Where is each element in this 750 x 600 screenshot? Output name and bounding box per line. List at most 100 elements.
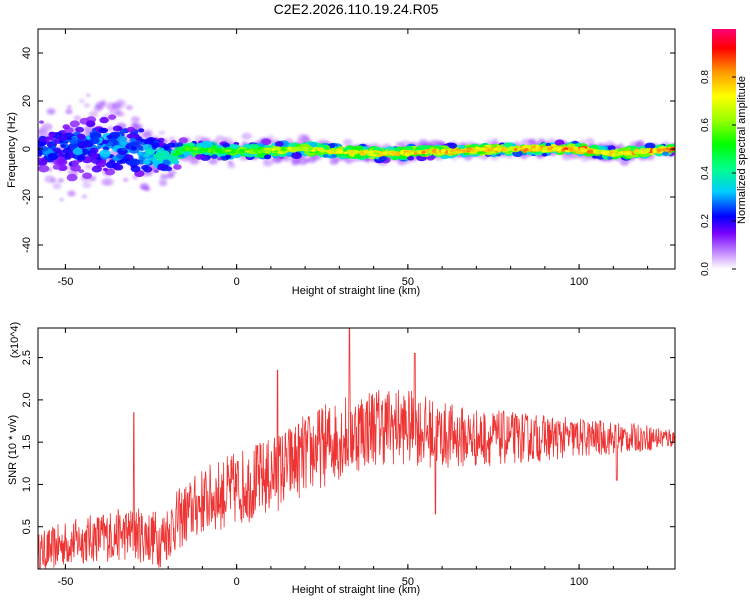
- heatmap-cell: [440, 149, 445, 153]
- snr-xtick-label: 50: [402, 576, 414, 588]
- heatmap-cell: [153, 153, 164, 160]
- heatmap-cell: [178, 137, 188, 144]
- heatmap-cell: [291, 159, 300, 166]
- heatmap-cell: [586, 149, 592, 154]
- heatmap-cell: [531, 148, 539, 152]
- spectrogram-ticks: -50 0 50 100 -40 -20 0 20 40: [21, 29, 675, 288]
- heatmap-cell: [583, 149, 588, 152]
- snr-series-line: [38, 328, 675, 569]
- heatmap-cell: [222, 142, 230, 148]
- heatmap-cell: [623, 151, 629, 156]
- heatmap-cell: [39, 145, 49, 152]
- heatmap-cell: [83, 126, 94, 133]
- heatmap-cell: [50, 178, 57, 183]
- spectrogram-xtick-label: 100: [570, 276, 588, 288]
- heatmap-cell: [554, 139, 565, 146]
- spectrogram-ytick-label: -20: [21, 189, 33, 205]
- spectrogram-heatmap: [38, 93, 675, 202]
- heatmap-cell: [263, 154, 272, 160]
- heatmap-cell: [509, 147, 514, 151]
- heatmap-cell: [39, 120, 44, 124]
- heatmap-cell: [69, 120, 80, 128]
- heatmap-cell: [86, 120, 96, 127]
- heatmap-cell: [607, 145, 616, 151]
- heatmap-cell: [57, 134, 68, 142]
- heatmap-cell: [125, 105, 133, 111]
- snr-ytick-label: 0.5: [21, 519, 33, 534]
- heatmap-cell: [343, 151, 348, 155]
- heatmap-cell: [427, 151, 433, 154]
- heatmap-cell: [160, 173, 169, 180]
- heatmap-cell: [307, 156, 317, 164]
- snr-ytick-label: 2.5: [21, 350, 33, 365]
- heatmap-cell: [207, 148, 212, 153]
- heatmap-cell: [39, 137, 47, 143]
- heatmap-cell: [38, 152, 43, 157]
- heatmap-cell: [111, 102, 122, 110]
- heatmap-cell: [651, 149, 658, 153]
- heatmap-cell: [102, 139, 109, 144]
- colorbar-label: Normalized spectral amplitude: [736, 76, 748, 224]
- heatmap-cell: [311, 149, 315, 152]
- heatmap-cell: [502, 147, 508, 151]
- heatmap-cell: [98, 127, 107, 134]
- heatmap-cell: [137, 151, 146, 157]
- snr-panel: -50 0 50 100 0.5 1.0 1.5 2.0 2.5 Height of strai…: [7, 322, 676, 596]
- heatmap-cell: [42, 129, 49, 134]
- heatmap-cell: [407, 155, 415, 161]
- heatmap-cell: [126, 154, 134, 160]
- heatmap-cell: [431, 148, 438, 153]
- heatmap-cell: [552, 147, 558, 152]
- heatmap-cell: [108, 114, 117, 120]
- spectrogram-ytick-label: 0: [21, 146, 33, 152]
- heatmap-cell: [541, 152, 548, 157]
- heatmap-cell: [561, 152, 572, 161]
- heatmap-cell: [113, 164, 124, 171]
- heatmap-cell: [62, 124, 70, 130]
- snr-xtick-label: 100: [570, 576, 588, 588]
- heatmap-cell: [359, 150, 365, 155]
- heatmap-cell: [421, 150, 426, 155]
- heatmap-cell: [292, 146, 300, 151]
- heatmap-cell: [129, 138, 137, 143]
- heatmap-cell: [173, 164, 182, 170]
- colorbar-gradient: [712, 29, 736, 269]
- heatmap-cell: [497, 147, 502, 151]
- heatmap-cell: [77, 155, 86, 161]
- heatmap-cell: [78, 169, 85, 174]
- heatmap-cell: [521, 154, 528, 160]
- heatmap-cell: [568, 147, 574, 152]
- heatmap-cell: [119, 141, 127, 147]
- heatmap-cell: [158, 178, 168, 185]
- colorbar-tick-label: 0.6: [700, 118, 711, 132]
- heatmap-cell: [50, 132, 56, 137]
- heatmap-cell: [282, 155, 292, 162]
- heatmap-cell: [301, 147, 309, 151]
- snr-ytick-label: 1.5: [21, 435, 33, 450]
- heatmap-cell: [143, 138, 155, 146]
- heatmap-cell: [76, 133, 86, 140]
- heatmap-cell: [579, 147, 586, 151]
- heatmap-cell: [580, 155, 591, 162]
- heatmap-cell: [123, 178, 129, 182]
- heatmap-cell: [157, 147, 165, 152]
- heatmap-cell: [461, 149, 468, 153]
- heatmap-cell: [88, 152, 99, 159]
- heatmap-cell: [418, 139, 429, 147]
- heatmap-cell: [227, 163, 236, 169]
- heatmap-cell: [452, 157, 457, 161]
- snr-ticks: -50 0 50 100 0.5 1.0 1.5 2.0 2.5: [21, 328, 675, 588]
- heatmap-cell: [327, 149, 333, 155]
- spectrogram-ytick-label: 40: [21, 47, 33, 59]
- heatmap-cell: [614, 152, 621, 157]
- heatmap-cell: [378, 155, 388, 162]
- heatmap-cell: [140, 138, 146, 143]
- spectrogram-xtick-label: 50: [402, 276, 414, 288]
- heatmap-cell: [45, 136, 52, 140]
- heatmap-cell: [225, 149, 232, 153]
- heatmap-cell: [103, 146, 109, 151]
- heatmap-cell: [287, 146, 292, 151]
- heatmap-cell: [344, 158, 354, 164]
- heatmap-cell: [347, 150, 352, 154]
